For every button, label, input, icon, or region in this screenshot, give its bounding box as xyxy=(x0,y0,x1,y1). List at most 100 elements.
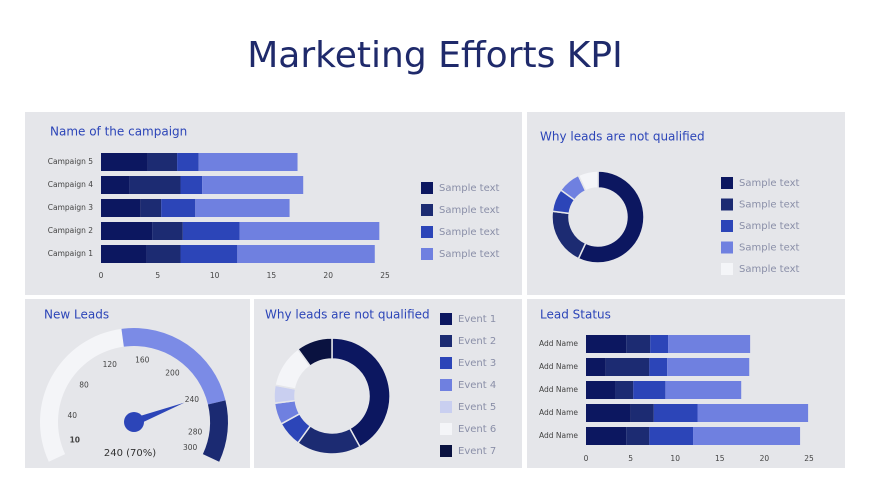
bar-segment xyxy=(147,153,178,171)
legend-label: Sample text xyxy=(739,178,799,189)
donut-slice xyxy=(577,170,645,264)
x-tick-label: 15 xyxy=(715,454,725,463)
panel xyxy=(527,112,845,295)
legend-swatch xyxy=(440,357,452,369)
legend-label: Sample text xyxy=(739,221,799,232)
x-tick-label: 5 xyxy=(155,271,160,280)
legend-label: Event 5 xyxy=(458,402,496,413)
bar-segment xyxy=(101,245,147,263)
bar-segment xyxy=(202,176,304,194)
bar-segment xyxy=(665,381,742,399)
x-tick-label: 25 xyxy=(804,454,814,463)
category-label: Campaign 2 xyxy=(48,226,93,235)
bar-segment xyxy=(626,335,651,353)
gauge-band xyxy=(202,400,228,462)
legend-label: Sample text xyxy=(439,249,499,260)
x-tick-label: 10 xyxy=(210,271,220,280)
bar-segment xyxy=(161,199,196,217)
bar-segment xyxy=(146,245,181,263)
legend-label: Sample text xyxy=(739,264,799,275)
bar-segment xyxy=(586,404,631,422)
panel-title: Why leads are not qualified xyxy=(265,308,430,322)
gauge-band xyxy=(121,328,226,405)
x-tick-label: 0 xyxy=(584,454,589,463)
page-title: Marketing Efforts KPI xyxy=(247,35,623,76)
bar-segment xyxy=(605,358,650,376)
gauge-value-label: 240 (70%) xyxy=(104,448,156,459)
gauge-needle xyxy=(132,402,185,426)
bar-segment xyxy=(180,176,203,194)
x-tick-label: 20 xyxy=(323,271,333,280)
legend-label: Event 4 xyxy=(458,380,496,391)
legend-label: Event 3 xyxy=(458,358,496,369)
bar-segment xyxy=(649,427,694,445)
bar-segment xyxy=(586,335,627,353)
legend-swatch xyxy=(440,423,452,435)
bar-segment xyxy=(140,199,162,217)
gauge-tick-label: 80 xyxy=(79,380,89,389)
bar-segment xyxy=(630,404,654,422)
category-label: Add Name xyxy=(539,431,578,440)
category-label: Campaign 3 xyxy=(48,203,93,212)
category-label: Add Name xyxy=(539,339,578,348)
gauge-tick-label: 120 xyxy=(103,360,118,369)
legend-label: Sample text xyxy=(739,243,799,254)
gauge-tick-label: 280 xyxy=(188,427,203,436)
x-tick-label: 15 xyxy=(267,271,277,280)
x-tick-label: 20 xyxy=(760,454,770,463)
legend-label: Event 1 xyxy=(458,314,496,325)
bar-segment xyxy=(101,176,130,194)
category-label: Add Name xyxy=(539,408,578,417)
category-label: Campaign 1 xyxy=(48,249,93,258)
legend-label: Sample text xyxy=(739,200,799,211)
bar-segment xyxy=(653,404,698,422)
bar-segment xyxy=(239,222,380,240)
bar-segment xyxy=(101,222,153,240)
bar-segment xyxy=(586,427,627,445)
gauge-tick-label: 200 xyxy=(165,368,180,377)
bar-segment xyxy=(615,381,634,399)
legend-swatch xyxy=(421,204,433,216)
donut-slice xyxy=(331,337,391,448)
legend-swatch xyxy=(721,241,733,254)
bar-segment xyxy=(693,427,801,445)
x-tick-label: 10 xyxy=(670,454,680,463)
legend-label: Event 6 xyxy=(458,424,496,435)
bar-segment xyxy=(650,335,669,353)
gauge-tick-label: 240 xyxy=(185,395,200,404)
bar-segment xyxy=(101,199,141,217)
legend-label: Sample text xyxy=(439,183,499,194)
panel-title: Why leads are not qualified xyxy=(540,130,705,144)
legend-swatch xyxy=(721,177,733,189)
gauge-band xyxy=(40,328,124,462)
legend-swatch xyxy=(440,313,452,325)
bar-segment xyxy=(626,427,650,445)
legend-swatch xyxy=(721,220,733,232)
bar-segment xyxy=(182,222,240,240)
bar-segment xyxy=(180,245,238,263)
bar-segment xyxy=(667,358,750,376)
bar-segment xyxy=(129,176,181,194)
legend-label: Sample text xyxy=(439,205,499,216)
legend-label: Event 7 xyxy=(458,446,496,457)
panel-title: Lead Status xyxy=(540,308,611,322)
legend-swatch xyxy=(440,401,452,413)
gauge-tick-label: 10 xyxy=(70,435,80,444)
bar-segment xyxy=(586,381,616,399)
category-label: Add Name xyxy=(539,362,578,371)
gauge-tick-label: 160 xyxy=(135,356,150,365)
bar-segment xyxy=(152,222,183,240)
bar-segment xyxy=(195,199,290,217)
bar-segment xyxy=(633,381,666,399)
panel-title: Name of the campaign xyxy=(50,125,187,139)
gauge-tick-label: 300 xyxy=(183,443,198,452)
x-tick-label: 25 xyxy=(380,271,390,280)
donut-slice xyxy=(296,337,333,368)
x-tick-label: 5 xyxy=(628,454,633,463)
category-label: Campaign 4 xyxy=(48,180,93,189)
bar-segment xyxy=(177,153,199,171)
legend-swatch xyxy=(721,263,733,275)
legend-label: Sample text xyxy=(439,227,499,238)
bar-segment xyxy=(668,335,751,353)
legend-swatch xyxy=(421,182,433,194)
